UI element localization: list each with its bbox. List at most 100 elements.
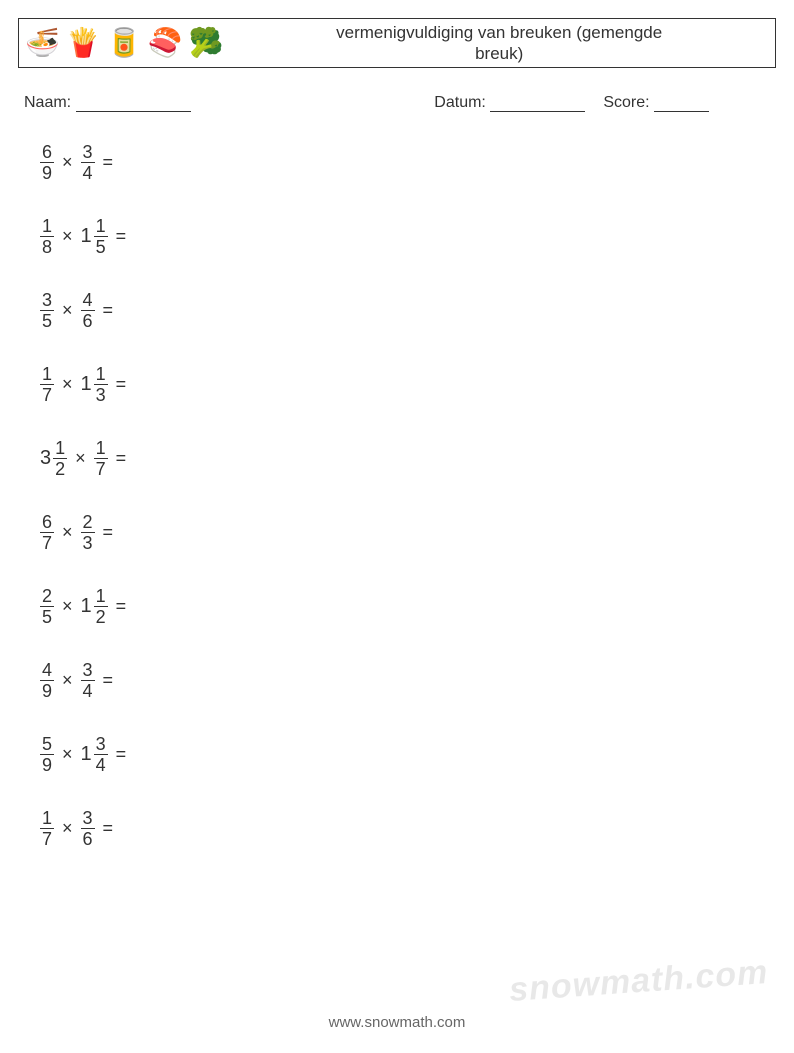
- worksheet-header: 🍜🍟🥫🍣🥦 vermenigvuldiging van breuken (gem…: [18, 18, 776, 68]
- multiply-operator: ×: [54, 374, 81, 395]
- numerator: 2: [81, 513, 95, 532]
- equals-sign: =: [95, 300, 114, 321]
- header-food-icon: 🥦: [189, 29, 224, 57]
- problem-row: 49×34=: [40, 658, 776, 702]
- multiply-operator: ×: [67, 448, 94, 469]
- numerator: 4: [40, 661, 54, 680]
- numerator: 2: [40, 587, 54, 606]
- mixed-fraction: 17: [40, 365, 54, 404]
- numerator: 6: [40, 143, 54, 162]
- fraction: 12: [94, 587, 108, 626]
- numerator: 1: [94, 217, 108, 236]
- score-blank[interactable]: [654, 95, 709, 112]
- equals-sign: =: [95, 670, 114, 691]
- denominator: 6: [81, 310, 95, 330]
- mixed-fraction: 67: [40, 513, 54, 552]
- whole-part: 1: [81, 743, 94, 766]
- equals-sign: =: [95, 522, 114, 543]
- numerator: 4: [81, 291, 95, 310]
- numerator: 3: [94, 735, 108, 754]
- denominator: 4: [94, 754, 108, 774]
- numerator: 1: [94, 439, 108, 458]
- numerator: 1: [53, 439, 67, 458]
- equals-sign: =: [108, 226, 127, 247]
- denominator: 4: [81, 162, 95, 182]
- problem-row: 67×23=: [40, 510, 776, 554]
- multiply-operator: ×: [54, 818, 81, 839]
- fraction: 35: [40, 291, 54, 330]
- equals-sign: =: [108, 448, 127, 469]
- numerator: 3: [40, 291, 54, 310]
- fraction: 12: [53, 439, 67, 478]
- score-label: Score:: [603, 94, 649, 111]
- denominator: 8: [40, 236, 54, 256]
- problem-row: 312×17=: [40, 436, 776, 480]
- numerator: 3: [81, 143, 95, 162]
- fraction: 23: [81, 513, 95, 552]
- name-blank[interactable]: [76, 95, 191, 112]
- fraction: 17: [40, 809, 54, 848]
- worksheet-title: vermenigvuldiging van breuken (gemengde …: [229, 22, 775, 65]
- multiply-operator: ×: [54, 522, 81, 543]
- fraction: 18: [40, 217, 54, 256]
- fraction: 17: [94, 439, 108, 478]
- whole-part: 1: [81, 595, 94, 618]
- header-food-icon: 🍟: [66, 29, 101, 57]
- name-field: Naam:: [24, 94, 434, 112]
- denominator: 2: [94, 606, 108, 626]
- whole-part: 1: [81, 225, 94, 248]
- multiply-operator: ×: [54, 744, 81, 765]
- date-blank[interactable]: [490, 95, 585, 112]
- numerator: 1: [40, 217, 54, 236]
- footer-url: www.snowmath.com: [0, 1014, 794, 1031]
- denominator: 5: [40, 606, 54, 626]
- fraction: 15: [94, 217, 108, 256]
- equals-sign: =: [95, 152, 114, 173]
- mixed-fraction: 49: [40, 661, 54, 700]
- title-line-2: breuk): [475, 44, 523, 63]
- problem-row: 17×113=: [40, 362, 776, 406]
- numerator: 3: [81, 661, 95, 680]
- mixed-fraction: 59: [40, 735, 54, 774]
- watermark: snowmath.com: [507, 953, 769, 1010]
- denominator: 7: [40, 384, 54, 404]
- mixed-fraction: 17: [40, 809, 54, 848]
- fraction: 34: [81, 143, 95, 182]
- info-row: Naam: Datum: Score:: [18, 94, 776, 112]
- multiply-operator: ×: [54, 300, 81, 321]
- mixed-fraction: 18: [40, 217, 54, 256]
- denominator: 3: [94, 384, 108, 404]
- mixed-fraction: 25: [40, 587, 54, 626]
- mixed-fraction: 36: [81, 809, 95, 848]
- fraction: 67: [40, 513, 54, 552]
- numerator: 1: [94, 587, 108, 606]
- header-icons: 🍜🍟🥫🍣🥦: [19, 25, 229, 61]
- denominator: 2: [53, 458, 67, 478]
- equals-sign: =: [108, 596, 127, 617]
- denominator: 7: [40, 828, 54, 848]
- fraction: 34: [94, 735, 108, 774]
- denominator: 5: [94, 236, 108, 256]
- mixed-fraction: 23: [81, 513, 95, 552]
- header-food-icon: 🍜: [25, 29, 60, 57]
- date-label: Datum:: [434, 94, 486, 111]
- fraction: 59: [40, 735, 54, 774]
- problem-row: 35×46=: [40, 288, 776, 332]
- problem-row: 17×36=: [40, 806, 776, 850]
- problem-row: 18×115=: [40, 214, 776, 258]
- mixed-fraction: 134: [81, 735, 108, 774]
- mixed-fraction: 112: [81, 587, 108, 626]
- mixed-fraction: 312: [40, 439, 67, 478]
- equals-sign: =: [108, 374, 127, 395]
- multiply-operator: ×: [54, 226, 81, 247]
- denominator: 4: [81, 680, 95, 700]
- whole-part: 1: [81, 373, 94, 396]
- denominator: 5: [40, 310, 54, 330]
- multiply-operator: ×: [54, 670, 81, 691]
- numerator: 1: [94, 365, 108, 384]
- header-food-icon: 🍣: [148, 29, 183, 57]
- title-line-1: vermenigvuldiging van breuken (gemengde: [336, 23, 662, 42]
- equals-sign: =: [108, 744, 127, 765]
- mixed-fraction: 115: [81, 217, 108, 256]
- problems-list: 69×34=18×115=35×46=17×113=312×17=67×23=2…: [18, 140, 776, 850]
